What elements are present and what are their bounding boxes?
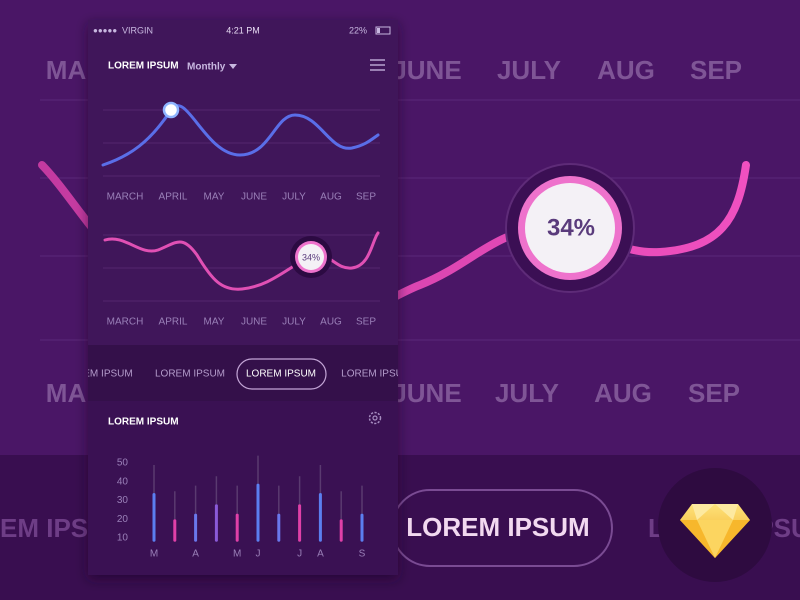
bar [277, 513, 281, 542]
y-tick-label: 10 [117, 533, 129, 544]
pink-curve [103, 231, 380, 291]
y-tick-label: 40 [117, 476, 129, 487]
phone: ●●●●● VIRGIN 4:21 PM 22% LOREM IPSUM Mon… [83, 20, 403, 575]
blue-curve [101, 104, 380, 167]
highlight-label: 34% [302, 252, 320, 262]
x-tick-label: J [256, 549, 261, 560]
bar [339, 519, 343, 542]
month-label: MAY [204, 192, 225, 203]
dropdown-arrow[interactable] [229, 64, 237, 69]
bar [173, 519, 177, 542]
month-label: AUG [320, 192, 342, 203]
bg-months-bottom: MA JUNE JULY AUG SEP [46, 378, 740, 408]
month: MA [46, 55, 87, 85]
bar [256, 483, 260, 542]
month-label: MARCH [107, 317, 144, 328]
month-label: JUNE [241, 317, 267, 328]
signal: ●●●●● [93, 26, 117, 35]
month-label: JUNE [241, 192, 267, 203]
bar [152, 493, 156, 542]
bar [235, 513, 239, 542]
settings-icon[interactable] [368, 411, 382, 425]
mini-highlight: 34% [290, 236, 332, 278]
x-tick-label: S [359, 549, 366, 560]
month-label: AUG [320, 317, 342, 328]
tab[interactable]: LOREM IPSU [341, 369, 403, 380]
tab[interactable]: EM IPSUM [83, 369, 133, 380]
carrier: VIRGIN [122, 25, 153, 35]
period-select[interactable]: Monthly [187, 62, 226, 73]
month: AUG [597, 55, 655, 85]
x-tick-label: M [233, 549, 241, 560]
bar [360, 513, 364, 542]
month-label: JULY [282, 192, 306, 203]
month: JULY [497, 55, 561, 85]
month-label: SEP [356, 317, 376, 328]
bg-highlight: 34% [505, 163, 635, 293]
month-label: SEP [356, 192, 376, 203]
x-tick-label: J [297, 549, 302, 560]
menu-icon[interactable] [370, 59, 385, 71]
bg-months-top: MA JUNE JULY AUG SEP [46, 55, 742, 85]
month: SEP [688, 378, 740, 408]
y-tick-label: 50 [117, 458, 129, 469]
month: SEP [690, 55, 742, 85]
active-tab[interactable] [236, 358, 327, 390]
month: MA [46, 378, 87, 408]
highlight-label: 34% [547, 214, 595, 241]
bar [194, 513, 198, 542]
tab[interactable]: LOREM IPSUM [246, 369, 316, 380]
month-label: MARCH [107, 192, 144, 203]
tab-bar [88, 345, 398, 401]
x-tick-label: M [150, 549, 158, 560]
month-label: MAY [204, 317, 225, 328]
month: JUNE [392, 378, 461, 408]
tab[interactable]: LOREM IPSUM [155, 369, 225, 380]
status-bar: ●●●●● VIRGIN 4:21 PM 22% [93, 25, 391, 35]
bar [298, 504, 302, 542]
month: JULY [495, 378, 559, 408]
battery: 22% [349, 25, 367, 35]
title: LOREM IPSUM [108, 61, 179, 72]
month-label: APRIL [159, 317, 188, 328]
month-label: JULY [282, 317, 306, 328]
bar [214, 504, 218, 542]
month: AUG [594, 378, 652, 408]
sketch-logo [658, 468, 772, 582]
month: JUNE [392, 55, 461, 85]
time: 4:21 PM [226, 25, 260, 35]
panel [88, 401, 398, 575]
curve-knob[interactable] [162, 101, 180, 119]
x-tick-label: A [317, 549, 324, 560]
x-tick-label: A [192, 549, 199, 560]
y-tick-label: 30 [117, 495, 129, 506]
month-label: APRIL [159, 192, 188, 203]
bar [318, 493, 322, 542]
panel-title: LOREM IPSUM [108, 417, 179, 428]
band-button-label[interactable]: LOREM IPSUM [406, 512, 589, 542]
y-tick-label: 20 [117, 514, 129, 525]
